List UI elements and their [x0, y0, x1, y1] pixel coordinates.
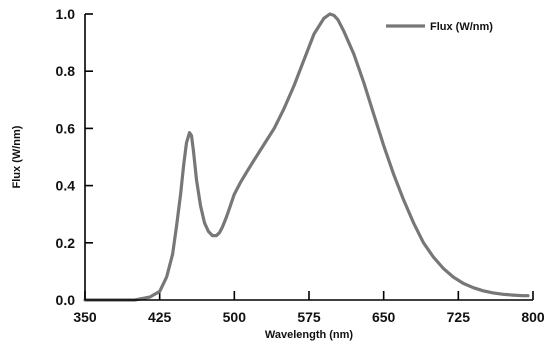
y-tick-label: 0.0: [56, 292, 76, 308]
x-tick-label: 650: [372, 309, 396, 325]
y-axis-ticks: 0.0 0.2 0.4 0.6 0.8 1.0: [56, 6, 93, 308]
x-tick-label: 800: [521, 309, 545, 325]
y-axis-title: Flux (W/nm): [11, 125, 23, 188]
y-tick-label: 0.6: [56, 120, 76, 136]
y-tick-label: 0.4: [56, 178, 76, 194]
flux-series-line: [83, 12, 530, 302]
x-tick-label: 725: [447, 309, 471, 325]
x-tick-label: 575: [297, 309, 321, 325]
y-tick-label: 0.2: [56, 235, 76, 251]
legend: Flux (W/nm): [386, 21, 493, 33]
x-axis-ticks: 350 425 500 575 650 725 800: [73, 291, 545, 325]
y-tick-label: 1.0: [56, 6, 76, 22]
x-axis-title: Wavelength (nm): [265, 329, 354, 341]
legend-label: Flux (W/nm): [430, 21, 493, 33]
y-tick-label: 0.8: [56, 63, 76, 79]
x-tick-label: 425: [148, 309, 172, 325]
x-tick-label: 500: [223, 309, 247, 325]
x-tick-label: 350: [73, 309, 97, 325]
